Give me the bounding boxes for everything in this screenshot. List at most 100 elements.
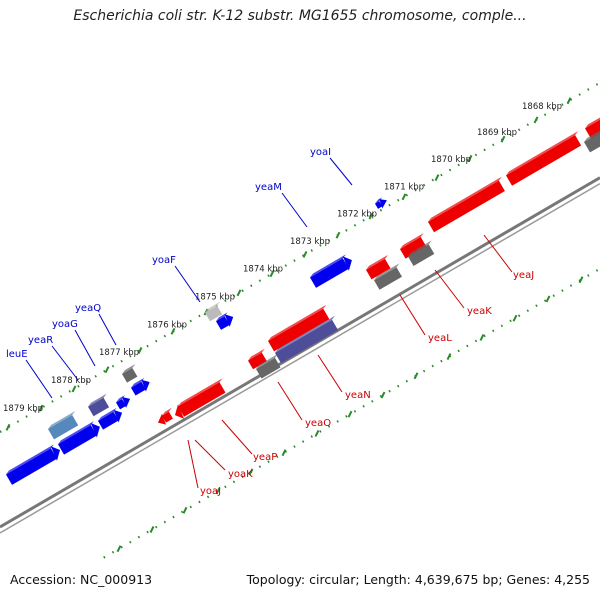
ruler-tick — [149, 526, 155, 533]
kbp-tick-label: 1874 kbp — [243, 264, 283, 274]
ruler-tick — [533, 116, 539, 124]
gene-label-yoaI[interactable]: yoaI — [310, 147, 331, 158]
gene-callout-yeaR-leader — [51, 345, 79, 381]
gene-callout-yoaJ-leader — [187, 439, 199, 489]
ruler-tick — [116, 545, 122, 553]
gene-callout-yeaJ-leader — [483, 234, 513, 273]
gene-yoaG[interactable] — [88, 393, 110, 417]
gene-label-yeaQ[interactable]: yeaQ — [75, 303, 101, 314]
gene-label-yoaK[interactable]: yoaK — [228, 469, 253, 480]
kbp-tick-label: 1877 kbp — [99, 348, 139, 358]
gene-yoaJ[interactable] — [174, 378, 226, 419]
genome-summary: Topology: circular; Length: 4,639,675 bp… — [246, 572, 590, 587]
ruler-tick — [467, 154, 473, 162]
gene-callout-yeaK-leader — [434, 269, 465, 309]
gene-callout-leuE-leader — [25, 359, 53, 399]
gene-callout-yoaI-leader — [329, 157, 353, 186]
gene-other-right[interactable] — [584, 128, 600, 153]
ruler-tick — [401, 193, 407, 201]
ruler-tick — [335, 231, 341, 239]
ruler-tick — [104, 366, 110, 374]
ruler-tick — [137, 347, 143, 354]
gene-callout-yoaK-leader — [194, 439, 226, 471]
gene-label-yeaJ[interactable]: yeaJ — [513, 270, 534, 281]
ruler-tick — [500, 135, 506, 143]
kbp-tick-label: 1875 kbp — [195, 292, 235, 302]
gene-yeaQ-2[interactable] — [116, 394, 131, 410]
gene-label-yeaO[interactable]: yeaO — [305, 418, 331, 429]
ruler-tick — [182, 506, 188, 514]
gene-label-yoaG[interactable]: yoaG — [52, 319, 78, 330]
gene-label-yeaP[interactable]: yeaP — [253, 452, 277, 463]
gene-leuE[interactable] — [6, 444, 60, 485]
ruler-tick — [314, 430, 320, 437]
gene-callout-yeaM-leader — [281, 192, 308, 228]
footer-bar: Accession: NC_000913 Topology: circular;… — [0, 572, 600, 592]
gene-yeaP[interactable] — [248, 348, 267, 370]
gene-label-yeaN[interactable]: yeaN — [345, 390, 371, 401]
gene-yoaF-2[interactable] — [216, 312, 234, 330]
ruler-tick — [446, 353, 452, 361]
gene-yeaN-2[interactable] — [275, 315, 339, 364]
ruler-tick — [215, 487, 221, 495]
kbp-tick-label: 1878 kbp — [51, 376, 91, 386]
gene-yoaI[interactable] — [375, 197, 387, 209]
gene-callout-yoaF-leader — [174, 265, 201, 303]
gene-callout-yoaG-leader — [74, 329, 96, 367]
gene-yeaL[interactable] — [366, 254, 391, 280]
ruler-tick — [281, 449, 287, 457]
ruler-tick — [512, 314, 518, 322]
gene-label-yeaR[interactable]: yeaR — [28, 335, 53, 346]
gene-yeaM[interactable] — [310, 254, 352, 288]
ruler-tick — [545, 295, 551, 303]
gene-yoaG-2[interactable] — [122, 363, 138, 383]
kbp-tick-label: 1869 kbp — [477, 128, 517, 138]
gene-yeaN[interactable] — [268, 304, 330, 352]
gene-callout-yeaQ-leader — [98, 313, 117, 346]
ruler-tick — [566, 97, 572, 105]
gene-callout-yeaN-leader — [317, 354, 343, 393]
kbp-tick-label: 1873 kbp — [290, 237, 330, 247]
gene-yoaF-1[interactable] — [131, 377, 150, 396]
gene-yeaR[interactable] — [48, 410, 79, 440]
gene-yoaF[interactable] — [205, 301, 223, 322]
ruler-tick — [236, 289, 242, 297]
map-title: Escherichia coli str. K-12 substr. MG165… — [73, 8, 527, 24]
gene-yeaJ[interactable] — [428, 176, 505, 233]
gene-label-yeaK[interactable]: yeaK — [467, 306, 492, 317]
gene-yeaK-2[interactable] — [408, 240, 435, 266]
gene-label-yoaJ[interactable]: yoaJ — [200, 486, 221, 497]
ruler-tick — [170, 327, 176, 335]
accession-label: Accession: NC_000913 — [10, 572, 153, 587]
genome-map[interactable]: 1868 kbp 1869 kbp 1870 kbp 1871 kbp 1872 kbp… — [0, 0, 600, 560]
ruler-tick — [38, 404, 44, 412]
gene-yeaL-2[interactable] — [374, 263, 402, 290]
kbp-tick-label: 1872 kbp — [337, 210, 377, 220]
gene-leuE-2[interactable] — [58, 421, 100, 455]
ruler-tick — [380, 391, 386, 399]
ruler-tick — [413, 372, 419, 380]
gene-yeaQ[interactable] — [98, 407, 123, 430]
kbp-tick-label: 1868 kbp — [522, 102, 562, 112]
kbp-tick-label: 1871 kbp — [384, 182, 424, 192]
gene-callout-yeaL-leader — [399, 294, 426, 336]
ruler-tick — [434, 174, 440, 182]
gene-yeaJ-2[interactable] — [506, 131, 582, 186]
chromosome-backbone-edge — [0, 183, 600, 534]
kbp-tick-label: 1879 kbp — [3, 404, 43, 414]
gene-yoaK[interactable] — [157, 407, 173, 425]
kbp-tick-label: 1876 kbp — [147, 320, 187, 330]
gene-yeaK[interactable] — [400, 233, 427, 259]
chromosome-backbone — [0, 176, 600, 529]
ruler-tick — [479, 333, 485, 341]
gene-label-yeaL[interactable]: yeaL — [428, 333, 452, 344]
gene-label-leuE[interactable]: leuE — [6, 349, 28, 360]
ruler-tick — [248, 468, 254, 476]
ruler-tick — [347, 410, 353, 418]
gene-yeaO[interactable] — [256, 353, 281, 379]
gene-label-yeaM[interactable]: yeaM — [255, 182, 282, 193]
ruler-tick — [71, 385, 77, 393]
gene-callout-yeaO-leader — [277, 381, 303, 421]
ruler-tick — [368, 212, 374, 220]
gene-label-yoaF[interactable]: yoaF — [152, 255, 176, 266]
